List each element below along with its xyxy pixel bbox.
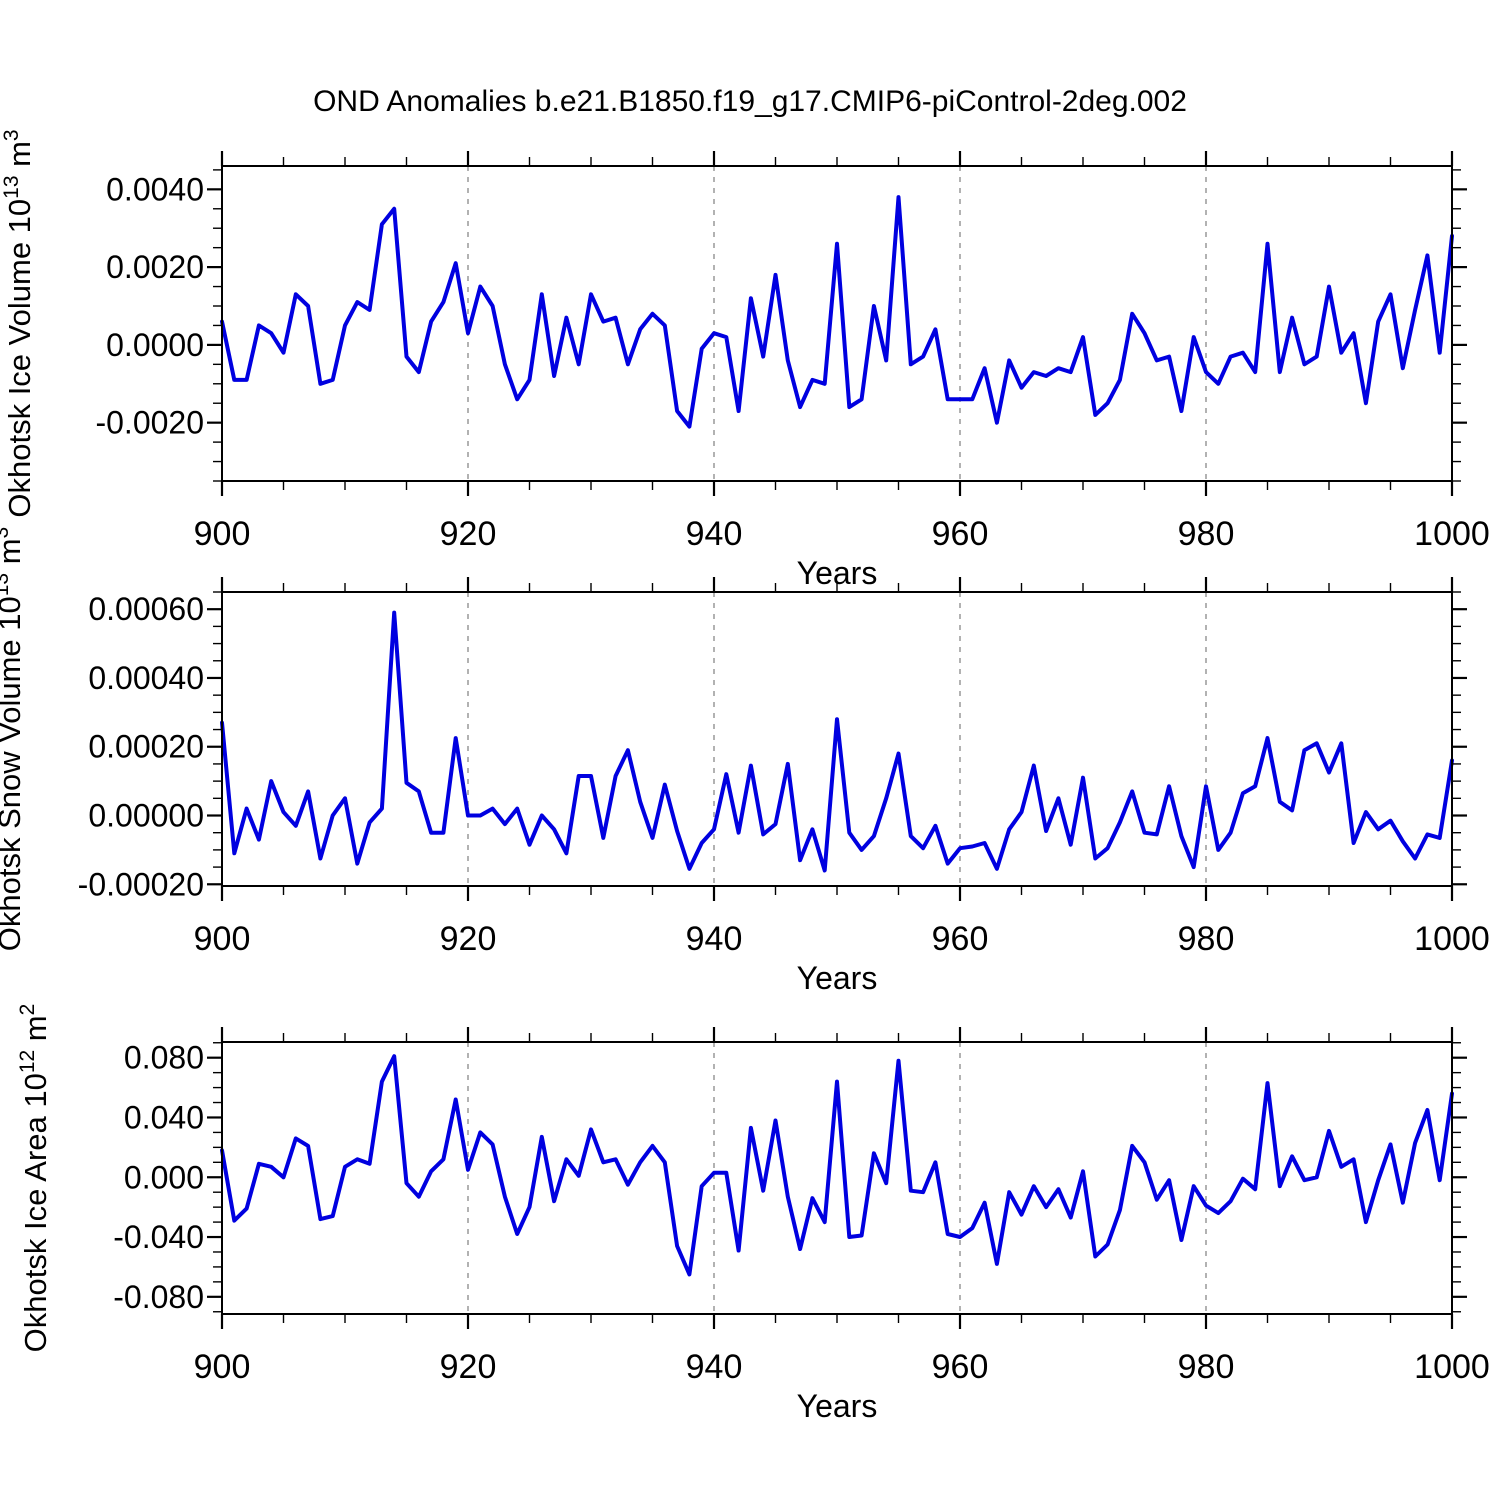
ice-volume-frame [221,165,1453,482]
ice-area-yaxis-title: Okhotsk Ice Area 1012 m2 [16,1004,53,1353]
snow-volume-ytick-label: 0.00020 [88,729,204,765]
snow-volume-ytick-label: 0.00000 [88,798,204,834]
ice-volume-ytick-label: -0.0020 [95,405,204,441]
snow-volume-ytick-label: -0.00020 [78,866,204,902]
snow-volume-xtick-label: 980 [1178,920,1235,958]
ice-volume-ticks [207,151,1467,496]
ice-area-ytick-label: 0.080 [124,1040,204,1076]
ice-area-xtick-label: 940 [686,1348,743,1386]
ice-volume-xtick-label: 920 [440,515,497,553]
ice-area-ytick-label: 0.040 [124,1099,204,1135]
ice-area-xtick-label: 960 [932,1348,989,1386]
snow-volume-line [220,610,1454,873]
snow-volume-xtick-label: 1000 [1414,920,1490,958]
snow-volume-ytick-label: 0.00060 [88,591,204,627]
snow-volume-xtick-label: 960 [932,920,989,958]
ice-area-line [220,1054,1454,1277]
snow-volume-xaxis-title: Years [797,960,878,996]
ice-area-xtick-label: 920 [440,1348,497,1386]
ice-volume-xtick-label: 900 [194,515,251,553]
chart-title: OND Anomalies b.e21.B1850.f19_g17.CMIP6-… [313,85,1187,118]
ice-area-xaxis-title: Years [797,1388,878,1424]
snow-volume-xtick-label: 940 [686,920,743,958]
ice-volume-xtick-label: 940 [686,515,743,553]
ice-area-xtick-label: 900 [194,1348,251,1386]
snow-volume-xtick-label: 900 [194,920,251,958]
ice-area-ytick-label: -0.080 [113,1279,204,1315]
ice-area-ytick-label: -0.040 [113,1219,204,1255]
ice-area-ytick-label: 0.000 [124,1159,204,1195]
ice-area-ticks [207,1027,1467,1329]
snow-volume-ytick-label: 0.00040 [88,660,204,696]
ice-volume-ytick-label: 0.0020 [106,249,204,285]
ice-volume-ytick-label: 0.0040 [106,171,204,207]
panel-snow-volume: 0.00060 0.00040 0.00020 0.00000 -0.00020 900 9… [0,527,1490,996]
panel-ice-area: 0.080 0.040 0.000 -0.040 -0.080 900 920 940 960 9… [16,1004,1490,1424]
panel-ice-volume: 0.0040 0.0020 0.0000 -0.0020 900 920 940 960 980… [0,129,1490,591]
ice-volume-xtick-label: 980 [1178,515,1235,553]
ice-area-xtick-label: 1000 [1414,1348,1490,1386]
snow-volume-ticks [207,577,1467,901]
snow-volume-xtick-label: 920 [440,920,497,958]
ice-volume-line [220,195,1454,429]
snow-volume-yaxis-title: Okhotsk Snow Volume 1013 m3 [0,527,27,951]
ice-area-xtick-label: 980 [1178,1348,1235,1386]
ice-volume-yaxis-title: Okhotsk Ice Volume 1013 m3 [0,129,37,517]
ice-volume-ytick-label: 0.0000 [106,327,204,363]
ice-volume-xtick-label: 1000 [1414,515,1490,553]
ice-volume-xtick-label: 960 [932,515,989,553]
